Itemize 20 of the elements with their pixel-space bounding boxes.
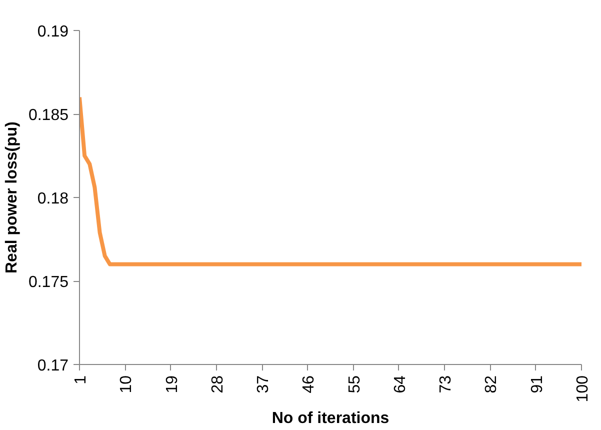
- y-tick-label: 0.185: [28, 107, 69, 124]
- y-tick-label: 0.18: [37, 190, 69, 208]
- y-axis-title: Real power loss(pu): [3, 121, 20, 274]
- x-tick-label: 10: [118, 375, 136, 394]
- x-tick-label: 73: [438, 375, 455, 394]
- x-tick-label: 64: [392, 375, 409, 394]
- x-tick-label: 82: [483, 375, 500, 394]
- x-tick-label: 46: [300, 375, 318, 394]
- line-series: [80, 95, 582, 266]
- y-tick-label: 0.19: [37, 24, 69, 40]
- x-tick-label: 1: [72, 375, 90, 384]
- x-tick-label: 37: [255, 375, 272, 394]
- y-tick-label: 0.17: [37, 358, 69, 374]
- x-tick-label: 28: [209, 375, 226, 394]
- x-tick-label: 19: [164, 375, 181, 394]
- x-axis-title: No of iterations: [272, 410, 390, 428]
- y-tick-label: 0.175: [28, 274, 69, 291]
- x-tick-label: 100: [574, 375, 592, 402]
- x-tick-label: 91: [528, 375, 546, 394]
- x-tick-label: 55: [346, 375, 364, 394]
